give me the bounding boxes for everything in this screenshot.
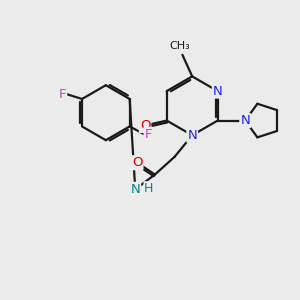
Text: CH₃: CH₃: [169, 41, 190, 51]
Text: N: N: [130, 183, 140, 196]
Text: F: F: [145, 128, 152, 141]
Text: O: O: [140, 119, 150, 132]
Text: N: N: [213, 85, 223, 98]
Text: N: N: [187, 129, 197, 142]
Text: F: F: [59, 88, 66, 100]
Text: O: O: [132, 156, 142, 169]
Text: H: H: [144, 182, 154, 195]
Text: N: N: [240, 114, 250, 127]
